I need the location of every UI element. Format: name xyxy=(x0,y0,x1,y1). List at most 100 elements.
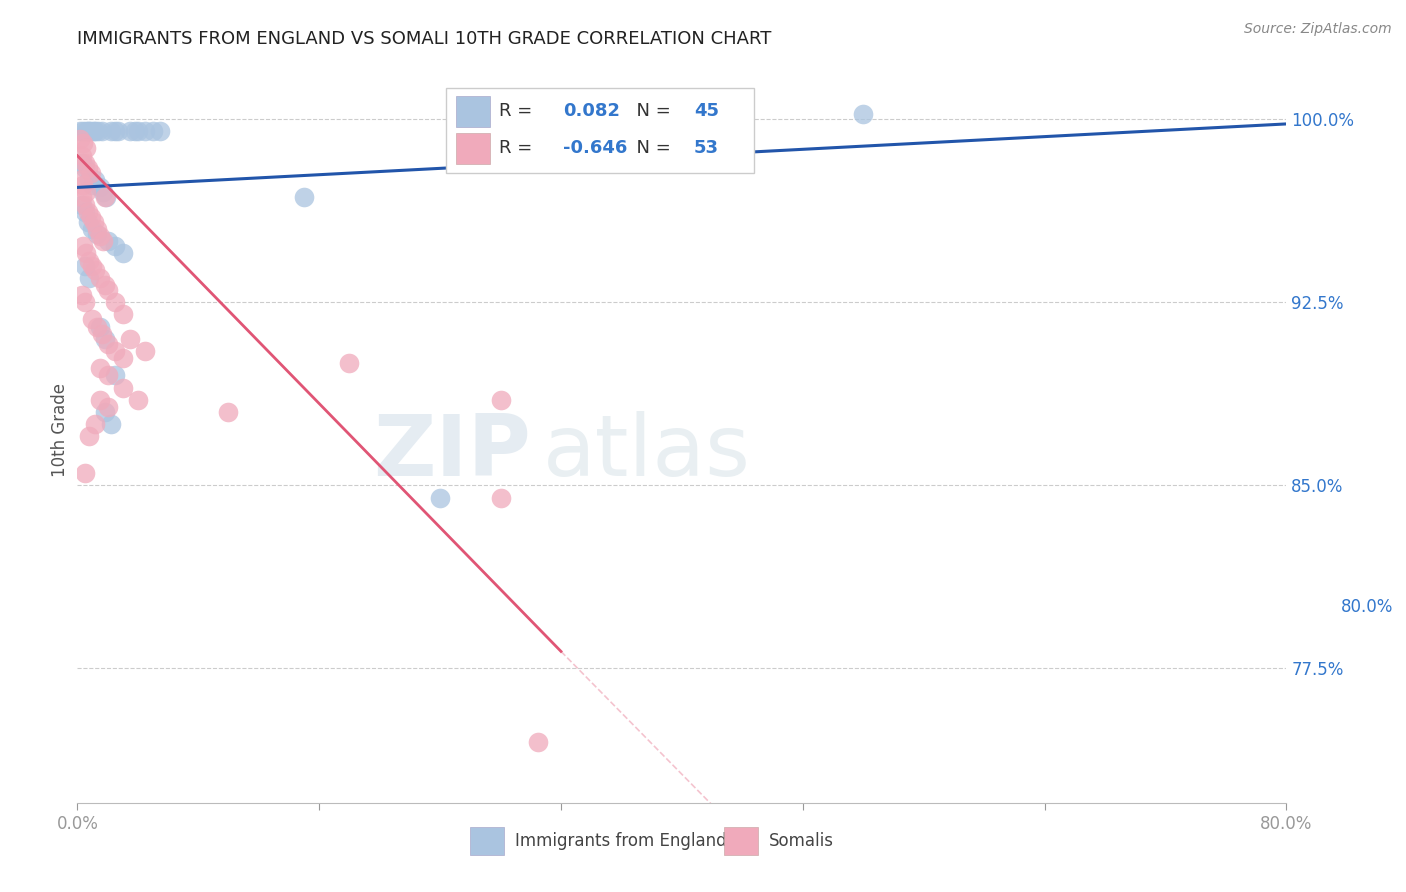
Point xyxy=(84,173,107,187)
Point xyxy=(79,429,101,443)
Point xyxy=(124,124,146,138)
Point xyxy=(79,270,101,285)
Point xyxy=(142,124,165,138)
Point xyxy=(75,186,97,200)
Point xyxy=(84,417,107,432)
Point xyxy=(90,124,112,138)
Text: atlas: atlas xyxy=(543,411,751,494)
Point xyxy=(73,204,96,219)
Point xyxy=(134,124,156,138)
Point xyxy=(852,107,875,121)
Point xyxy=(83,124,105,138)
Point xyxy=(75,124,97,138)
Point xyxy=(339,356,360,370)
Point xyxy=(84,263,107,277)
Point xyxy=(69,124,91,138)
Point xyxy=(218,405,240,419)
Point xyxy=(489,392,512,407)
Text: ZIP: ZIP xyxy=(373,411,531,494)
Bar xyxy=(724,827,758,855)
Point xyxy=(73,295,96,310)
Bar xyxy=(456,133,489,164)
Point xyxy=(72,178,94,192)
Point xyxy=(82,222,104,236)
Point xyxy=(73,156,96,170)
Point xyxy=(104,239,127,253)
Point xyxy=(104,344,127,359)
Text: IMMIGRANTS FROM ENGLAND VS SOMALI 10TH GRADE CORRELATION CHART: IMMIGRANTS FROM ENGLAND VS SOMALI 10TH G… xyxy=(77,30,772,48)
Text: Immigrants from England: Immigrants from England xyxy=(515,831,727,850)
Point xyxy=(134,344,156,359)
Point xyxy=(100,124,122,138)
Text: 53: 53 xyxy=(695,139,718,157)
Point xyxy=(111,246,134,260)
Point xyxy=(96,234,118,248)
Point xyxy=(527,735,550,749)
Point xyxy=(77,204,100,219)
Point xyxy=(292,190,315,204)
Text: 45: 45 xyxy=(695,102,718,120)
Point xyxy=(127,124,149,138)
Y-axis label: 10th Grade: 10th Grade xyxy=(51,384,69,477)
Point xyxy=(89,180,111,194)
Point xyxy=(149,124,172,138)
Point xyxy=(104,124,127,138)
FancyBboxPatch shape xyxy=(446,87,755,173)
Point xyxy=(89,270,111,285)
Bar xyxy=(456,96,489,128)
Point xyxy=(127,392,149,407)
Point xyxy=(107,124,129,138)
Point xyxy=(70,149,93,163)
Point xyxy=(86,227,108,241)
Point xyxy=(79,173,101,187)
Point xyxy=(82,178,104,192)
Text: -0.646: -0.646 xyxy=(564,139,628,157)
Point xyxy=(111,307,134,321)
Point xyxy=(86,319,108,334)
Point xyxy=(104,295,127,310)
Point xyxy=(91,234,114,248)
Point xyxy=(89,392,111,407)
Point xyxy=(79,124,101,138)
Point xyxy=(72,239,94,253)
Point xyxy=(70,197,93,211)
Point xyxy=(104,368,127,383)
Point xyxy=(489,491,512,505)
Point xyxy=(93,278,115,293)
Point xyxy=(100,417,122,432)
Point xyxy=(72,136,94,151)
Point xyxy=(70,288,93,302)
Point xyxy=(69,173,91,187)
Text: R =: R = xyxy=(499,139,538,157)
Point xyxy=(89,229,111,244)
Text: 80.0%: 80.0% xyxy=(1341,599,1393,616)
Point xyxy=(86,222,108,236)
Point xyxy=(75,246,97,260)
Point xyxy=(93,190,115,204)
Point xyxy=(75,141,97,155)
Point xyxy=(70,156,93,170)
Point xyxy=(120,332,142,346)
Point xyxy=(93,405,115,419)
Text: Source: ZipAtlas.com: Source: ZipAtlas.com xyxy=(1244,22,1392,37)
Point xyxy=(96,336,118,351)
Point xyxy=(429,491,451,505)
Point xyxy=(111,351,134,366)
Point xyxy=(87,124,110,138)
Point xyxy=(96,400,118,414)
Point xyxy=(77,161,100,175)
Point xyxy=(80,210,103,224)
Point xyxy=(73,466,96,480)
Point xyxy=(77,124,100,138)
Point xyxy=(84,124,107,138)
Point xyxy=(83,214,105,228)
Point xyxy=(111,381,134,395)
Point xyxy=(80,124,103,138)
Text: N =: N = xyxy=(626,139,676,157)
Point xyxy=(72,124,94,138)
Point xyxy=(90,326,112,341)
Point xyxy=(82,259,104,273)
Point xyxy=(80,166,103,180)
Point xyxy=(79,253,101,268)
Point xyxy=(120,124,142,138)
